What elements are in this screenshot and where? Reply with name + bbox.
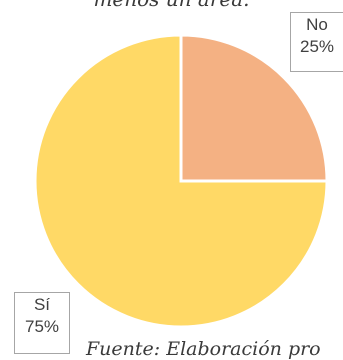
pie-slice-no xyxy=(179,33,329,183)
pie-slice-si xyxy=(33,33,329,329)
data-label-si-percent: 75% xyxy=(24,317,60,336)
source-note: Fuente: Elaboración pro xyxy=(86,338,321,360)
data-label-no-category: No xyxy=(306,15,328,34)
data-label-no: No 25% xyxy=(290,12,343,72)
data-label-no-percent: 25% xyxy=(299,37,335,56)
data-label-si-category: Sí xyxy=(33,295,51,314)
chart-title: menos un área. xyxy=(0,0,343,11)
data-label-si: Sí 75% xyxy=(14,292,70,354)
